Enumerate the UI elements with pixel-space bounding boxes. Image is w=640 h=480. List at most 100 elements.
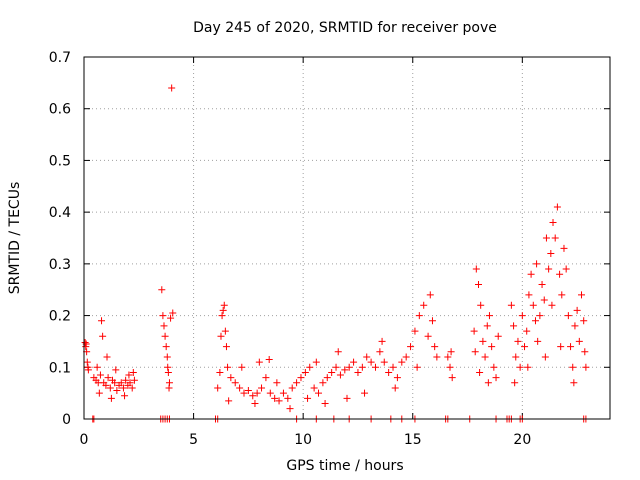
data-point [411,327,419,335]
data-point [251,399,259,407]
data-point [214,384,222,392]
data-point [161,332,169,340]
data-point [125,371,133,379]
data-point [380,358,388,366]
chart-title: Day 245 of 2020, SRMTID for receiver pov… [193,20,497,36]
data-point [516,363,524,371]
data-point [217,332,225,340]
data-point [407,343,415,351]
data-point [470,327,478,335]
data-point [490,363,498,371]
data-point [244,387,252,395]
data-point [262,374,270,382]
y-tick-label: 0.1 [49,360,71,376]
data-point [169,309,177,317]
data-point [545,265,553,273]
data-point [553,203,561,211]
data-point [413,363,421,371]
data-point [328,368,336,376]
data-point [575,337,583,345]
data-point [567,343,575,351]
data-point [354,368,362,376]
data-point [514,337,522,345]
grid-lines [84,57,610,419]
data-point [104,374,112,382]
y-tick-label: 0 [62,412,71,428]
data-point [527,270,535,278]
data-point [271,394,279,402]
y-tick-label: 0.3 [49,257,71,273]
data-point [275,397,283,405]
data-point [162,343,170,351]
data-point [385,368,393,376]
data-point [447,348,455,356]
data-point [551,234,559,242]
data-point [376,348,384,356]
data-point [393,374,401,382]
data-point [477,301,485,309]
data-point [218,312,226,320]
axes: 0 0.1 0.2 0.3 0.4 0.5 0.6 0.7 0 5 10 15 20 [49,50,610,448]
data-point [321,399,329,407]
x-tick-label: 10 [294,432,312,448]
data-point [367,358,375,366]
data-point [121,392,129,400]
data-point [471,348,479,356]
data-point [479,337,487,345]
data-point [570,379,578,387]
data-point [542,234,550,242]
data-point [96,371,104,379]
data-point [448,374,456,382]
data-point [315,389,323,397]
data-point [483,322,491,330]
data-point [556,270,564,278]
data-point [510,322,518,330]
data-point [582,363,590,371]
data-point [492,374,500,382]
data-point [240,389,248,397]
data-point [547,250,555,258]
data-point [265,356,273,364]
data-point [573,306,581,314]
data-point [284,394,292,402]
data-point [219,306,227,314]
y-tick-label: 0.6 [49,102,71,118]
data-point [279,389,287,397]
data-point [433,353,441,361]
data-point [511,379,519,387]
data-point [253,389,261,397]
data-point [476,368,484,376]
data-point [569,363,577,371]
data-point [288,384,296,392]
data-point [549,218,557,226]
data-point [475,281,482,289]
data-point [343,394,351,402]
data-point [164,368,172,376]
data-point [363,353,371,361]
data-point [227,374,235,382]
data-point [523,327,531,335]
data-point [472,265,480,273]
data-point [83,358,91,366]
data-point [103,353,111,361]
data-point [420,301,428,309]
data-point [266,389,274,397]
data-point [378,337,386,345]
data-point [391,384,399,392]
y-tick-label: 0.5 [49,153,71,169]
data-point [361,389,369,397]
data-point [541,353,549,361]
data-point [415,312,423,320]
data-point [95,389,103,397]
data-point [571,322,579,330]
data-point [255,358,263,366]
data-point [130,376,138,384]
data-point [158,286,166,294]
data-point [81,338,89,346]
y-tick-label: 0.4 [49,205,71,221]
data-point [98,317,106,325]
data-point [222,343,230,351]
y-axis-label: SRMTID / TECUs [7,182,23,295]
data-point [220,301,228,309]
data-point [113,387,121,395]
